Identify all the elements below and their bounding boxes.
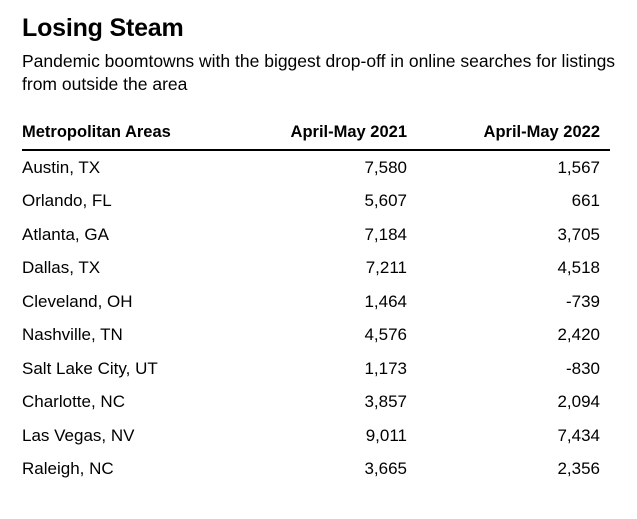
area-cell: Nashville, TN: [22, 325, 123, 345]
value-2022-cell: 2,094: [557, 392, 600, 412]
header-row: Metropolitan Areas April-May 2021 April-…: [22, 116, 610, 151]
value-2021-cell: 3,857: [364, 392, 407, 412]
area-cell: Salt Lake City, UT: [22, 358, 158, 378]
table-body: Austin, TX 7,580 1,567 Orlando, FL 5,607…: [22, 150, 610, 486]
value-2021-cell: 7,184: [364, 224, 407, 244]
table-row: Raleigh, NC 3,665 2,356: [22, 453, 610, 487]
table-row: Cleveland, OH 1,464 -739: [22, 285, 610, 319]
chart-subtitle: Pandemic boomtowns with the biggest drop…: [22, 51, 616, 94]
value-2021-cell: 7,580: [364, 157, 407, 177]
area-cell: Atlanta, GA: [22, 224, 109, 244]
value-2021-cell: 1,464: [364, 291, 407, 311]
table-row: Atlanta, GA 7,184 3,705: [22, 218, 610, 252]
table-header: Metropolitan Areas April-May 2021 April-…: [22, 116, 610, 151]
value-2022-cell: 3,705: [557, 224, 600, 244]
value-2021-cell: 1,173: [364, 358, 407, 378]
value-2022-cell: 661: [571, 191, 600, 211]
data-table: Metropolitan Areas April-May 2021 April-…: [22, 116, 610, 486]
table-row: Austin, TX 7,580 1,567: [22, 150, 610, 185]
column-header-metropolitan-areas: Metropolitan Areas: [22, 116, 252, 151]
table-row: Salt Lake City, UT 1,173 -830: [22, 352, 610, 386]
table-row: Nashville, TN 4,576 2,420: [22, 319, 610, 353]
area-cell: Dallas, TX: [22, 258, 101, 278]
table-row: Charlotte, NC 3,857 2,094: [22, 386, 610, 420]
area-cell: Charlotte, NC: [22, 392, 125, 412]
table-row: Dallas, TX 7,211 4,518: [22, 252, 610, 286]
value-2022-cell: 4,518: [557, 258, 600, 278]
value-2021-cell: 5,607: [364, 191, 407, 211]
column-header-april-may-2022: April-May 2022: [417, 116, 610, 151]
chart-title: Losing Steam: [22, 14, 184, 42]
value-2021-cell: 7,211: [365, 258, 407, 278]
value-2021-cell: 9,011: [365, 425, 407, 445]
column-header-april-may-2021: April-May 2021: [252, 116, 417, 151]
value-2022-cell: 2,356: [557, 459, 600, 479]
table-row: Las Vegas, NV 9,011 7,434: [22, 419, 610, 453]
value-2022-cell: -830: [565, 358, 600, 378]
area-cell: Raleigh, NC: [22, 459, 114, 479]
value-2022-cell: 1,567: [557, 157, 600, 177]
value-2022-cell: -739: [565, 291, 600, 311]
area-cell: Cleveland, OH: [22, 291, 133, 311]
value-2022-cell: 2,420: [557, 325, 600, 345]
value-2021-cell: 4,576: [364, 325, 407, 345]
area-cell: Austin, TX: [22, 157, 101, 177]
table-row: Orlando, FL 5,607 661: [22, 185, 610, 219]
value-2022-cell: 7,434: [557, 425, 600, 445]
area-cell: Las Vegas, NV: [22, 425, 135, 445]
value-2021-cell: 3,665: [364, 459, 407, 479]
area-cell: Orlando, FL: [22, 191, 112, 211]
